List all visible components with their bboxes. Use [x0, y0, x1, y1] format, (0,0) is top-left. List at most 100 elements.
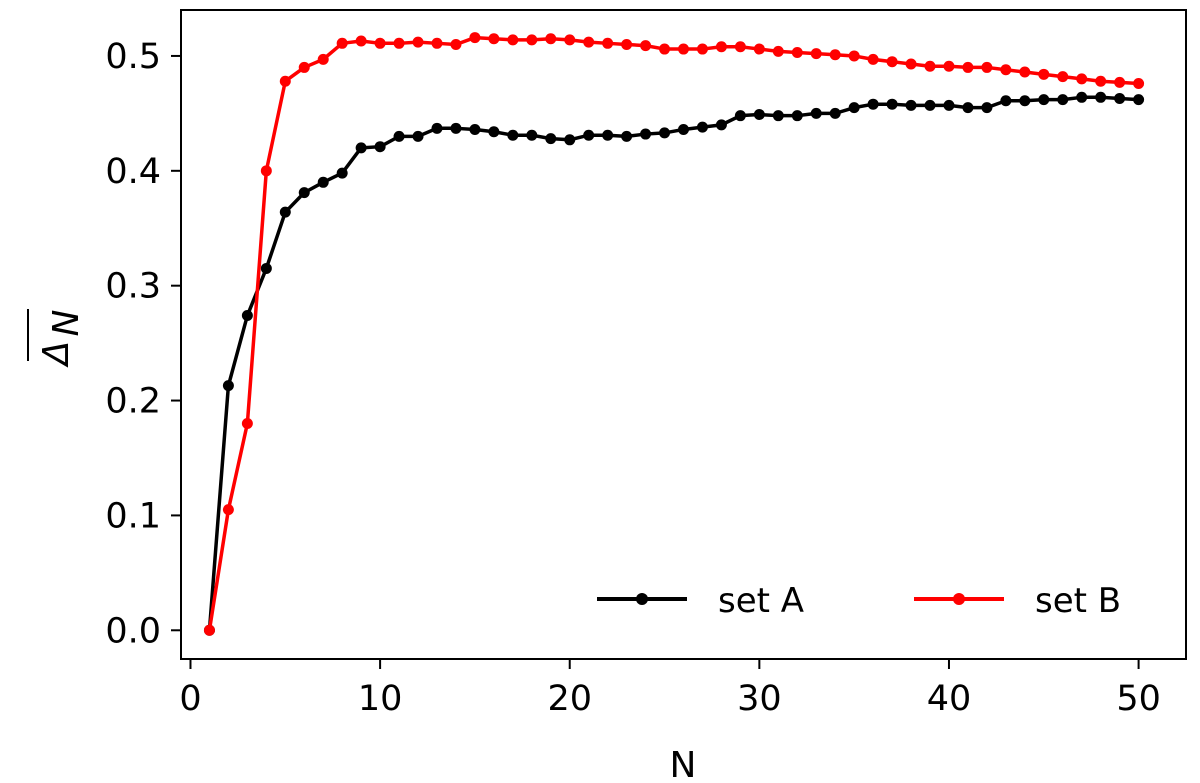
- data-point-set-a: [791, 110, 803, 122]
- data-point-set-b: [545, 33, 557, 45]
- data-point-set-b: [829, 49, 841, 61]
- data-point-set-a: [1019, 95, 1031, 107]
- series-line-set-b: [207, 35, 1139, 631]
- data-point-set-a: [564, 134, 576, 146]
- data-point-set-a: [829, 107, 841, 119]
- data-point-set-b: [1133, 78, 1145, 90]
- data-point-set-b: [393, 37, 405, 49]
- data-point-set-b: [241, 418, 253, 430]
- y-tick-label: 0.5: [105, 37, 161, 77]
- data-point-set-a: [1038, 94, 1050, 106]
- data-point-set-b: [962, 61, 974, 73]
- data-point-set-a: [886, 98, 898, 110]
- data-point-set-b: [981, 61, 993, 73]
- data-point-set-a: [678, 123, 689, 135]
- data-point-set-a: [222, 380, 234, 392]
- x-tick-label: 0: [179, 679, 201, 719]
- data-point-set-a: [659, 127, 671, 139]
- data-point-set-b: [1076, 73, 1088, 85]
- data-point-set-b: [1095, 75, 1107, 87]
- data-point-set-b: [640, 40, 652, 52]
- data-point-set-b: [526, 34, 538, 46]
- svg-text:N: N: [46, 310, 87, 337]
- data-point-set-a: [981, 102, 993, 114]
- data-point-set-a: [488, 126, 500, 138]
- data-point-set-b: [260, 165, 272, 177]
- data-point-set-b: [507, 34, 519, 46]
- y-tick-label: 0.0: [105, 611, 161, 651]
- legend-marker-set-b: [953, 593, 965, 605]
- series-layer: [203, 32, 1145, 636]
- data-point-set-a: [507, 129, 519, 141]
- data-point-set-a: [1114, 92, 1126, 104]
- data-point-set-a: [526, 129, 538, 141]
- data-point-set-a: [640, 128, 652, 140]
- data-point-set-a: [393, 130, 405, 142]
- data-point-set-a: [412, 130, 424, 142]
- data-point-set-b: [374, 37, 386, 49]
- data-point-set-b: [621, 38, 633, 50]
- data-point-set-a: [450, 122, 462, 134]
- data-point-set-a: [924, 99, 936, 111]
- y-tick-label: 0.2: [105, 382, 161, 422]
- legend: set A set B: [597, 581, 1121, 621]
- data-point-set-b: [564, 34, 576, 46]
- data-point-set-b: [791, 47, 803, 59]
- data-point-set-b: [1038, 68, 1050, 80]
- data-point-set-a: [1057, 94, 1069, 106]
- data-point-set-b: [696, 43, 708, 55]
- x-tick-label: 20: [547, 679, 592, 719]
- data-point-set-b: [336, 37, 348, 49]
- data-point-set-a: [905, 99, 917, 111]
- data-point-set-a: [772, 110, 784, 122]
- data-point-set-a: [279, 206, 291, 218]
- x-axis-ticks: 0 10 20 30 40 50: [179, 659, 1161, 719]
- series-set-b: [203, 32, 1145, 636]
- y-axis-ticks: 0.0 0.1 0.2 0.3 0.4 0.5: [105, 37, 181, 651]
- data-point-set-a: [583, 129, 595, 141]
- data-point-set-a: [336, 167, 348, 179]
- series-set-a: [203, 91, 1145, 636]
- data-point-set-b: [810, 48, 822, 60]
- y-tick-label: 0.4: [105, 152, 161, 192]
- y-axis-label: Δ N: [27, 309, 87, 369]
- data-point-set-a: [260, 262, 272, 274]
- data-point-set-b: [848, 50, 860, 62]
- data-point-set-b: [431, 37, 443, 49]
- series-line-set-a: [207, 95, 1139, 631]
- data-point-set-a: [241, 310, 253, 322]
- data-point-set-a: [469, 123, 481, 135]
- data-point-set-b: [772, 45, 784, 57]
- data-point-set-b: [602, 37, 614, 49]
- data-point-set-a: [431, 122, 443, 134]
- data-point-set-a: [602, 129, 614, 141]
- data-point-set-a: [1133, 94, 1145, 106]
- data-point-set-a: [355, 142, 367, 154]
- data-point-set-b: [317, 53, 329, 65]
- data-point-set-b: [298, 61, 310, 73]
- svg-text:Δ: Δ: [36, 341, 77, 369]
- legend-label-set-a: set A: [718, 581, 804, 621]
- x-tick-label: 30: [737, 679, 782, 719]
- data-point-set-b: [924, 60, 936, 72]
- data-point-set-b: [488, 33, 500, 45]
- data-point-set-b: [355, 35, 367, 47]
- data-point-set-b: [1019, 66, 1031, 78]
- y-axis-label-subscript: N: [46, 310, 87, 337]
- data-point-set-b: [583, 36, 595, 48]
- data-point-set-a: [545, 133, 557, 145]
- data-point-set-b: [905, 58, 917, 70]
- x-tick-label: 50: [1116, 679, 1161, 719]
- data-point-set-a: [1076, 91, 1088, 103]
- data-point-set-b: [412, 36, 424, 48]
- data-point-set-b: [943, 60, 955, 72]
- y-axis-label-symbol: Δ: [36, 341, 77, 369]
- y-tick-label: 0.3: [105, 267, 161, 307]
- data-point-set-a: [848, 102, 860, 114]
- data-point-set-b: [222, 504, 234, 516]
- data-point-set-a: [734, 110, 746, 122]
- x-tick-label: 10: [358, 679, 403, 719]
- data-point-set-a: [1000, 95, 1012, 107]
- data-point-set-b: [450, 38, 462, 50]
